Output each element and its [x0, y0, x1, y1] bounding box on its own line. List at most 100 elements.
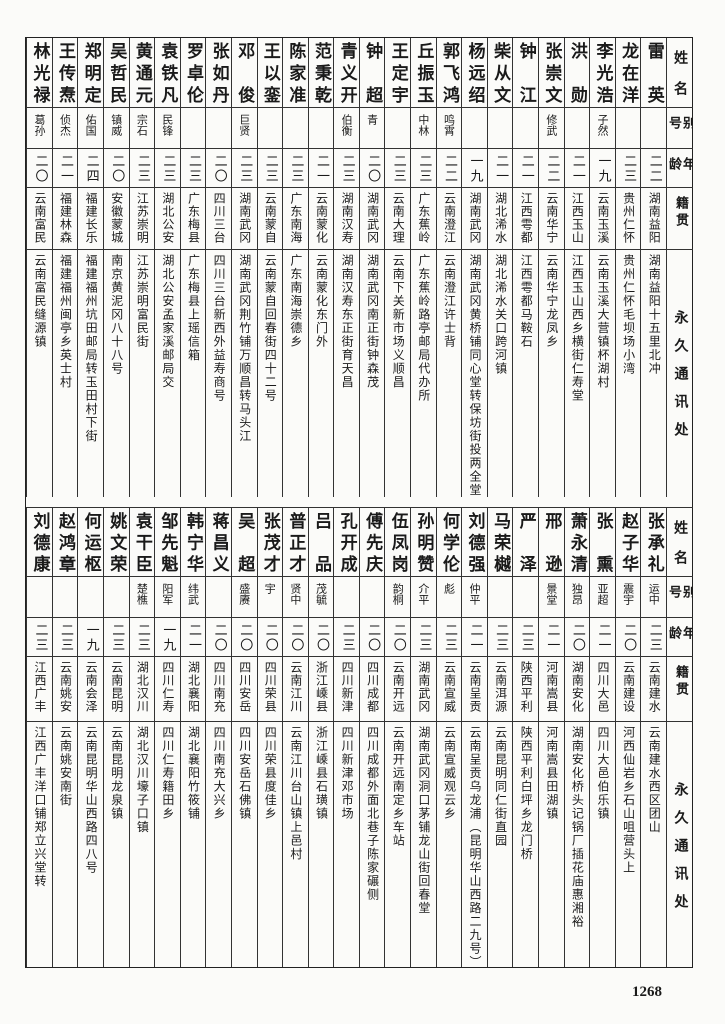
address-text: 广东梅县上瑶信箱 [186, 254, 201, 362]
native-text: 云南建设 [621, 661, 636, 713]
name-cell: 韩宁华 [180, 508, 206, 577]
address-cell: 江西玉山西乡横街仁寿堂 [565, 250, 590, 497]
name-text: 马荣樾 [490, 512, 511, 572]
age-text: 二三 [134, 623, 150, 653]
name-cell: 王以銮 [257, 38, 283, 108]
address-text: 贵州仁怀毛坝场小湾 [621, 254, 636, 376]
age-text: 二一 [569, 154, 585, 184]
address-cell: 四川新津邓市场 [334, 722, 359, 967]
native-text: 湖南益阳 [647, 192, 662, 244]
alias-text: 侦杰 [58, 114, 72, 136]
alias-cell [52, 577, 78, 618]
native-text: 云南姚安 [58, 661, 73, 713]
native-cell: 四川荣县 [257, 657, 283, 722]
person-column: 姚文荣 二三 云南昆明 云南昆明龙泉镇 [102, 508, 129, 967]
address-text: 南京黄泥冈八十八号 [109, 254, 124, 376]
alias-text: 运中 [647, 583, 661, 605]
alias-cell [283, 108, 308, 149]
native-text: 云南呈贡 [468, 661, 483, 713]
name-cell: 袁铁凡 [155, 38, 180, 108]
address-cell: 云南玉溪大营镇杯湖村 [590, 250, 615, 497]
name-cell: 吴哲民 [103, 38, 129, 108]
name-text: 龙在洋 [618, 42, 639, 103]
native-cell: 湖南安化 [564, 657, 590, 722]
alias-cell: 运中 [641, 577, 666, 618]
alias-text: 盛赓 [237, 583, 251, 605]
name-cell: 钟超 [359, 38, 385, 108]
native-cell: 福建长乐 [78, 188, 103, 250]
native-cell: 云南富民 [27, 188, 52, 250]
name-text: 李光浩 [592, 42, 613, 103]
age-text: 二三 [339, 154, 355, 184]
page-number: 1268 [632, 984, 662, 1000]
age-text: 二二 [441, 154, 457, 184]
person-column: 林光禄 葛孙 二〇 云南富民 云南富民缝源镇 [26, 38, 52, 497]
person-column: 罗卓伦 二三 广东梅县 广东梅县上瑶信箱 [179, 38, 206, 497]
native-text: 陕西平利 [519, 661, 534, 713]
name-text: 邓俊 [234, 42, 255, 103]
person-column: 张崇文 修武 二二 云南华宁 云南华宁龙凤乡 [538, 38, 564, 497]
native-cell: 广东南海 [283, 188, 308, 250]
alias-cell [615, 108, 641, 149]
alias-cell: 景堂 [539, 577, 564, 618]
age-text: 二三 [621, 154, 637, 184]
address-cell: 江西广丰洋口铺郑立兴堂转 [27, 722, 52, 967]
native-text: 云南华宁 [544, 192, 559, 244]
native-text: 广东梅县 [186, 192, 201, 244]
native-cell: 江西广丰 [27, 657, 52, 722]
person-column: 邢逊 景堂 二一 河南嵩县 河南嵩县田湖镇 [538, 508, 564, 967]
alias-cell: 子然 [590, 108, 615, 149]
address-cell: 浙江嵊县石璜镇 [309, 722, 334, 967]
header-alias-text: 别号 [667, 116, 693, 133]
name-text: 何学伦 [438, 512, 459, 572]
address-text: 湖南汉寿东正街育天昌 [340, 254, 355, 389]
address-text: 云南江川台山镇上邑村 [288, 726, 303, 861]
alias-text: 修武 [544, 114, 558, 136]
person-column: 赵鸿章 二三 云南姚安 云南姚安南街 [51, 508, 78, 967]
person-column: 吴超 盛赓 二〇 四川安岳 四川安岳石佛镇 [230, 508, 257, 967]
address-text: 四川仁寿籍田乡 [160, 726, 175, 821]
age-text: 二一 [186, 623, 202, 653]
native-text: 云南开远 [391, 661, 406, 713]
name-text: 刘德康 [29, 512, 50, 572]
age-text: 二二 [646, 154, 662, 184]
age-text: 二〇 [32, 154, 48, 184]
header-name-text: 姓名 [672, 520, 688, 564]
native-text: 四川荣县 [263, 661, 278, 713]
name-text: 普正才 [285, 512, 306, 572]
name-cell: 严泽 [513, 508, 539, 577]
native-cell: 贵州仁怀 [615, 188, 641, 250]
name-cell: 赵子华 [615, 508, 641, 577]
address-text: 云南姚安南街 [58, 726, 73, 807]
alias-cell: 仲平 [462, 577, 487, 618]
age-cell: 二一 [564, 149, 590, 188]
native-cell: 云南洱源 [487, 657, 513, 722]
age-cell: 二三 [27, 618, 52, 657]
header-column: 姓名 别号 年龄 籍贯 永久通讯处 [666, 508, 693, 967]
age-cell: 二〇 [231, 618, 257, 657]
native-cell: 广东蕉岭 [411, 188, 436, 250]
age-cell: 二三 [615, 149, 641, 188]
alias-cell [180, 108, 206, 149]
alias-text: 子然 [596, 114, 610, 136]
address-text: 云南昆明龙泉镇 [109, 726, 124, 821]
age-cell: 二〇 [206, 149, 231, 188]
person-column: 李光浩 子然 一九 云南玉溪 云南玉溪大营镇杯湖村 [589, 38, 615, 497]
native-text: 云南昆明 [109, 661, 124, 713]
alias-cell [206, 577, 231, 618]
address-text: 云南蒙化东门外 [314, 254, 329, 349]
native-cell: 河南嵩县 [539, 657, 564, 722]
alias-cell: 宗石 [129, 108, 155, 149]
age-cell: 二〇 [359, 618, 385, 657]
name-text: 杨远绍 [464, 42, 485, 103]
age-cell: 二三 [385, 149, 411, 188]
name-cell: 傅先庆 [359, 508, 385, 577]
age-cell: 二三 [436, 618, 462, 657]
age-text: 二〇 [237, 623, 253, 653]
alias-cell [513, 577, 539, 618]
name-text: 张承礼 [643, 512, 664, 572]
native-text: 福建林森 [58, 192, 73, 244]
native-cell: 湖南汉寿 [334, 188, 359, 250]
native-text: 云南富民 [32, 192, 47, 244]
alias-cell: 佑国 [78, 108, 103, 149]
